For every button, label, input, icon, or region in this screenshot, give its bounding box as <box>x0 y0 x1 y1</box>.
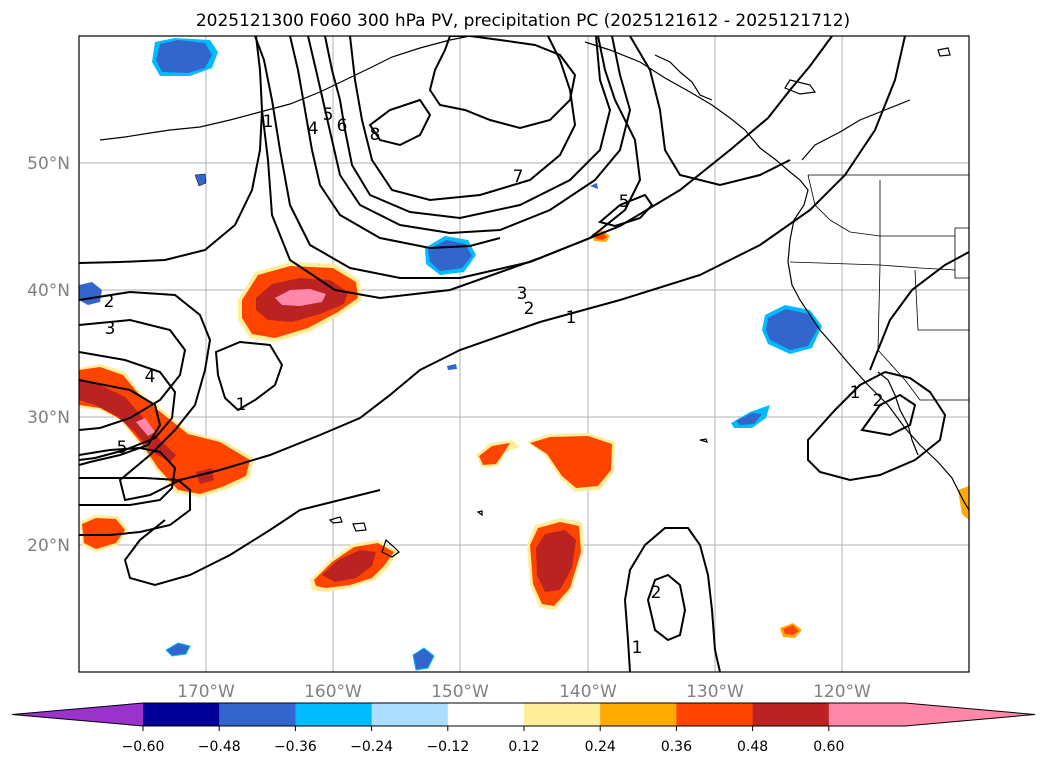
lon-label: 120°W <box>813 682 871 702</box>
colorbar: −0.60 −0.48 −0.36 −0.24 −0.12 0.12 0.24 0.36 0.4… <box>11 702 1036 755</box>
colorbar-tick-label: 0.12 <box>508 739 539 755</box>
colorbar-tick-label: 0.36 <box>661 739 692 755</box>
colorbar-tick-label: −0.36 <box>274 739 317 755</box>
contour-label: 5 <box>117 438 128 458</box>
colorbar-tick-label: −0.24 <box>350 739 393 755</box>
colorbar-tick-label: −0.60 <box>122 739 165 755</box>
contour-label: 2 <box>524 299 535 319</box>
contour-label: 1 <box>566 308 577 328</box>
lat-label: 40°N <box>27 281 70 301</box>
colorbar-segment <box>676 703 754 726</box>
contour-label: 3 <box>105 319 116 339</box>
colorbar-segment <box>219 703 296 726</box>
map-panel: 1 4 5 6 8 7 5 3 2 1 2 3 4 5 1 1 2 2 1 <box>78 35 970 673</box>
lat-label: 20°N <box>27 536 70 556</box>
lon-label: 160°W <box>304 682 362 702</box>
colorbar-segment <box>752 703 830 726</box>
colorbar-tick-label: 0.60 <box>813 739 844 755</box>
pv-contours <box>79 36 969 672</box>
contour-label: 1 <box>632 638 643 658</box>
figure-title: 2025121300 F060 300 hPa PV, precipitatio… <box>196 11 850 31</box>
colorbar-segment <box>143 703 220 726</box>
contour-label: 8 <box>370 125 381 145</box>
contour-label: 4 <box>145 367 156 387</box>
contour-label: 2 <box>651 583 662 603</box>
contour-label: 7 <box>513 167 524 187</box>
colorbar-extend-min <box>12 703 143 726</box>
contour-label: 5 <box>323 105 334 125</box>
map-background <box>79 36 969 672</box>
lon-label: 150°W <box>431 682 489 702</box>
colorbar-tick-label: −0.48 <box>198 739 241 755</box>
lon-label: 130°W <box>686 682 744 702</box>
contour-label: 2 <box>873 391 884 411</box>
colorbar-extend-max <box>905 703 1035 726</box>
contour-label: 3 <box>517 284 528 304</box>
precipitation-shading <box>79 38 969 671</box>
contour-labels: 1 4 5 6 8 7 5 3 2 1 2 3 4 5 1 1 2 2 1 <box>104 105 884 658</box>
colorbar-segment <box>447 703 525 726</box>
longitude-labels: 170°W 160°W 150°W 140°W 130°W 120°W <box>177 682 871 702</box>
colorbar-segment <box>295 703 373 726</box>
contour-label: 2 <box>104 292 115 312</box>
colorbar-tick-label: 0.24 <box>585 739 616 755</box>
contour-label: 6 <box>337 116 348 136</box>
contour-label: 4 <box>308 119 319 139</box>
contour-label: 1 <box>263 112 274 132</box>
lat-label: 30°N <box>27 408 70 428</box>
colorbar-segment <box>371 703 449 726</box>
lat-label: 50°N <box>27 154 70 174</box>
colorbar-segment <box>600 703 677 726</box>
contour-label: 1 <box>850 383 861 403</box>
contour-label: 1 <box>236 395 247 415</box>
colorbar-segment <box>524 703 601 726</box>
colorbar-tick-label: 0.48 <box>737 739 768 755</box>
colorbar-tick-label: −0.12 <box>426 739 469 755</box>
lon-label: 140°W <box>559 682 617 702</box>
latitude-labels: 50°N 40°N 30°N 20°N <box>27 154 70 556</box>
map-frame <box>78 35 970 673</box>
contour-label: 5 <box>619 192 630 212</box>
lon-label: 170°W <box>177 682 235 702</box>
colorbar-segment <box>828 703 906 726</box>
